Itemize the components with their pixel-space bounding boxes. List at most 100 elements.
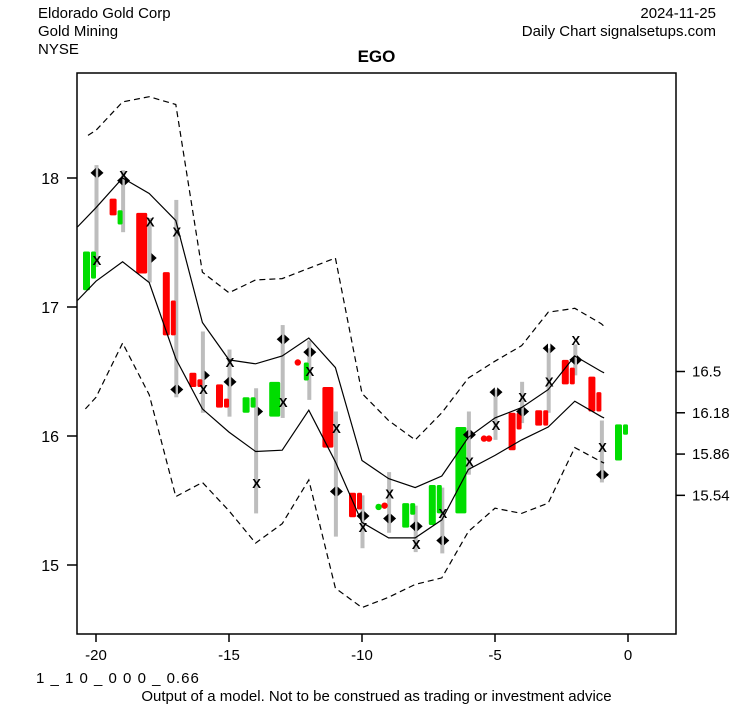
candle bbox=[428, 485, 442, 526]
range-bar bbox=[147, 217, 152, 283]
diamond-marker bbox=[151, 253, 157, 263]
exchange-name: NYSE bbox=[38, 41, 79, 58]
candle-body-up bbox=[250, 397, 256, 408]
candle bbox=[294, 359, 309, 381]
header-left: Eldorado Gold Corp Gold Mining NYSE bbox=[38, 5, 171, 59]
range-bar bbox=[440, 487, 445, 554]
industry-name: Gold Mining bbox=[38, 23, 119, 40]
svg-text:15.86: 15.86 bbox=[692, 446, 730, 463]
svg-text:17: 17 bbox=[41, 300, 59, 317]
candle-body-down bbox=[109, 198, 117, 216]
high-low-ranges bbox=[94, 165, 604, 554]
diamond-left-half bbox=[223, 377, 229, 387]
range-bar bbox=[174, 199, 179, 398]
diamond-left-half bbox=[170, 384, 176, 395]
diamond-left-half bbox=[329, 486, 336, 497]
x-marker: X bbox=[226, 355, 235, 370]
x-marker: X bbox=[305, 364, 314, 379]
x-marker: X bbox=[199, 382, 208, 397]
diamond-marker bbox=[117, 175, 131, 186]
candle-body-up bbox=[623, 424, 628, 435]
range-bar bbox=[280, 325, 285, 418]
candle bbox=[162, 272, 176, 336]
candle bbox=[189, 372, 203, 387]
candle-body-up bbox=[242, 397, 250, 413]
dot-down bbox=[294, 359, 301, 366]
x-marker: X bbox=[571, 333, 580, 348]
candle-body-down bbox=[543, 410, 549, 426]
candle-body-up bbox=[91, 251, 96, 279]
x-marker: X bbox=[146, 214, 155, 229]
dot-up bbox=[375, 503, 382, 511]
candle-body-down bbox=[162, 272, 170, 336]
diamond-right-half bbox=[257, 406, 264, 417]
page-title: EGO bbox=[357, 47, 396, 66]
diamond-right-half bbox=[577, 355, 583, 365]
diamond-right-half bbox=[364, 511, 370, 521]
diamond-marker bbox=[276, 334, 290, 345]
disclaimer-text: Output of a model. Not to be construed a… bbox=[141, 688, 612, 705]
diamond-marker bbox=[409, 521, 423, 532]
diamond-right-half bbox=[550, 343, 556, 354]
range-bar bbox=[227, 349, 232, 417]
candle-body-up bbox=[455, 426, 467, 514]
diamond-right-half bbox=[98, 168, 104, 178]
diamond-marker bbox=[303, 347, 317, 357]
svg-text:16: 16 bbox=[41, 429, 59, 446]
diamond-right-half bbox=[497, 387, 503, 397]
candle-body-down bbox=[189, 372, 197, 387]
diamond-left-half bbox=[569, 355, 575, 365]
candle bbox=[83, 251, 96, 291]
range-bar bbox=[387, 472, 392, 533]
band-lower-dashed bbox=[84, 341, 605, 609]
range-bar bbox=[599, 420, 604, 483]
svg-text:-20: -20 bbox=[85, 647, 107, 664]
svg-text:-15: -15 bbox=[218, 647, 240, 664]
diamond-right-half bbox=[151, 253, 157, 263]
candle-body-down bbox=[170, 300, 176, 336]
x-marker: X bbox=[438, 506, 447, 521]
x-marker: X bbox=[545, 374, 554, 389]
diamond-marker bbox=[90, 168, 104, 178]
candle-body-down bbox=[216, 384, 223, 408]
candle bbox=[535, 410, 549, 426]
svg-text:-10: -10 bbox=[351, 647, 373, 664]
candle bbox=[615, 424, 628, 461]
range-bar bbox=[493, 389, 498, 440]
diamond-left-half bbox=[462, 429, 469, 440]
diamond-marker bbox=[542, 343, 556, 354]
diamond-right-half bbox=[603, 469, 609, 480]
candle-body-down bbox=[357, 492, 362, 510]
candle bbox=[508, 412, 522, 451]
x-marker: X bbox=[93, 253, 102, 268]
candle-body-down bbox=[224, 398, 229, 408]
diamond-marker bbox=[170, 384, 184, 395]
dot-down bbox=[485, 435, 493, 442]
candle bbox=[349, 492, 362, 518]
band-upper-dashed bbox=[87, 96, 606, 441]
diamond-marker bbox=[436, 535, 450, 546]
diamond-marker bbox=[383, 513, 397, 524]
diamond-right-half bbox=[337, 486, 343, 497]
axes: 18 17 16 15 16.5 16.18 15.86 15.54 -20 -15 -10 -5 0 bbox=[41, 171, 729, 664]
x-marker: X bbox=[279, 395, 288, 410]
diamond-marker bbox=[516, 406, 530, 417]
diamond-left-half bbox=[516, 406, 522, 417]
diamond-right-half bbox=[231, 377, 237, 387]
svg-text:15: 15 bbox=[41, 558, 59, 575]
chart-source: Daily Chart signalsetups.com bbox=[521, 23, 716, 40]
candle-body-down bbox=[322, 386, 334, 448]
candle bbox=[375, 502, 388, 511]
x-marker: X bbox=[465, 454, 474, 469]
range-bar bbox=[573, 344, 578, 376]
x-marker: X bbox=[119, 168, 128, 183]
candle-body-down bbox=[349, 492, 356, 518]
bands bbox=[76, 96, 606, 609]
candle bbox=[588, 376, 602, 412]
candle bbox=[242, 397, 256, 413]
x-marker: X bbox=[518, 390, 527, 405]
candle bbox=[109, 198, 123, 225]
candle-body-up bbox=[83, 251, 90, 291]
candle bbox=[216, 384, 229, 408]
